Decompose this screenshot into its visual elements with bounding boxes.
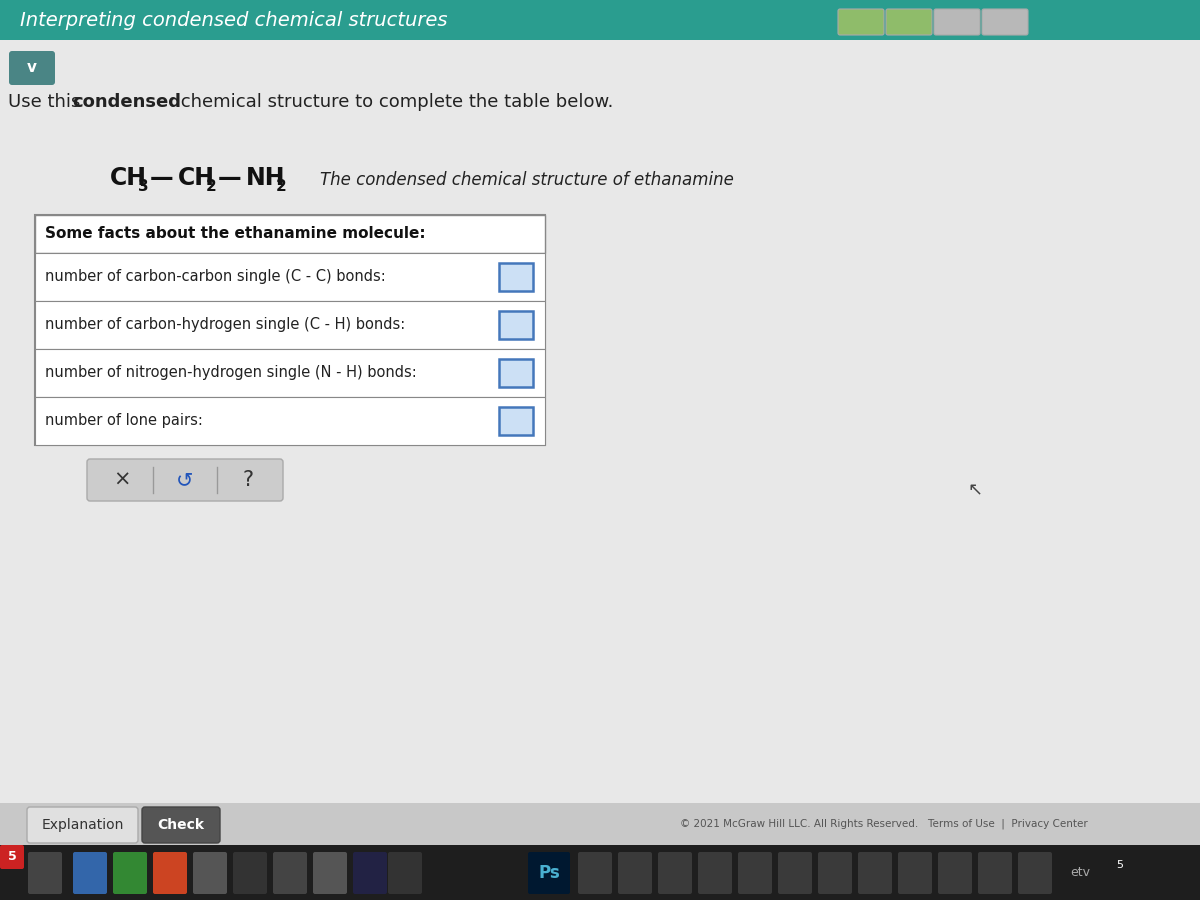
Text: 2: 2 bbox=[206, 179, 217, 194]
FancyBboxPatch shape bbox=[1018, 852, 1052, 894]
Text: ↖: ↖ bbox=[967, 481, 983, 499]
FancyBboxPatch shape bbox=[499, 359, 533, 387]
FancyBboxPatch shape bbox=[499, 311, 533, 339]
FancyBboxPatch shape bbox=[578, 852, 612, 894]
Text: v: v bbox=[28, 60, 37, 76]
FancyBboxPatch shape bbox=[113, 852, 148, 894]
FancyBboxPatch shape bbox=[499, 263, 533, 291]
Text: Use this: Use this bbox=[8, 93, 86, 111]
FancyBboxPatch shape bbox=[978, 852, 1012, 894]
FancyBboxPatch shape bbox=[838, 9, 884, 35]
FancyBboxPatch shape bbox=[818, 852, 852, 894]
Text: chemical structure to complete the table below.: chemical structure to complete the table… bbox=[175, 93, 613, 111]
Text: Ps: Ps bbox=[538, 864, 560, 882]
Text: Check: Check bbox=[157, 818, 204, 832]
Bar bbox=[35, 215, 545, 445]
FancyBboxPatch shape bbox=[738, 852, 772, 894]
Text: number of nitrogen-hydrogen single (N - H) bonds:: number of nitrogen-hydrogen single (N - … bbox=[46, 365, 416, 381]
Text: ?: ? bbox=[242, 470, 254, 490]
Bar bbox=[0, 803, 1200, 845]
Text: condensed: condensed bbox=[72, 93, 181, 111]
Text: 5: 5 bbox=[1116, 860, 1123, 869]
FancyBboxPatch shape bbox=[353, 852, 386, 894]
FancyBboxPatch shape bbox=[142, 807, 220, 843]
Text: CH: CH bbox=[178, 166, 215, 190]
FancyBboxPatch shape bbox=[28, 852, 62, 894]
FancyBboxPatch shape bbox=[658, 852, 692, 894]
Bar bbox=[0, 845, 1200, 900]
Text: 5: 5 bbox=[7, 850, 17, 863]
Text: —: — bbox=[150, 166, 174, 190]
FancyBboxPatch shape bbox=[154, 852, 187, 894]
FancyBboxPatch shape bbox=[886, 9, 932, 35]
FancyBboxPatch shape bbox=[698, 852, 732, 894]
Text: Explanation: Explanation bbox=[41, 818, 124, 832]
FancyBboxPatch shape bbox=[898, 852, 932, 894]
FancyBboxPatch shape bbox=[274, 852, 307, 894]
Text: CH: CH bbox=[110, 166, 148, 190]
Text: number of carbon-hydrogen single (C - H) bonds:: number of carbon-hydrogen single (C - H)… bbox=[46, 318, 406, 332]
FancyBboxPatch shape bbox=[618, 852, 652, 894]
Text: NH: NH bbox=[246, 166, 286, 190]
Text: —: — bbox=[218, 166, 241, 190]
Text: number of lone pairs:: number of lone pairs: bbox=[46, 413, 203, 428]
Bar bbox=[35, 397, 545, 445]
FancyBboxPatch shape bbox=[10, 51, 55, 85]
FancyBboxPatch shape bbox=[313, 852, 347, 894]
FancyBboxPatch shape bbox=[528, 852, 570, 894]
FancyBboxPatch shape bbox=[858, 852, 892, 894]
FancyBboxPatch shape bbox=[499, 407, 533, 435]
Bar bbox=[35, 253, 545, 301]
FancyBboxPatch shape bbox=[388, 852, 422, 894]
Bar bbox=[0, 40, 1200, 803]
Text: Some facts about the ethanamine molecule:: Some facts about the ethanamine molecule… bbox=[46, 227, 426, 241]
Text: ×: × bbox=[113, 470, 131, 490]
Bar bbox=[35, 215, 545, 253]
FancyBboxPatch shape bbox=[0, 845, 24, 869]
FancyBboxPatch shape bbox=[193, 852, 227, 894]
FancyBboxPatch shape bbox=[73, 852, 107, 894]
Text: The condensed chemical structure of ethanamine: The condensed chemical structure of etha… bbox=[320, 171, 734, 189]
Text: etv: etv bbox=[1070, 866, 1090, 879]
FancyBboxPatch shape bbox=[934, 9, 980, 35]
Bar bbox=[35, 301, 545, 349]
Bar bbox=[35, 349, 545, 397]
Text: Interpreting condensed chemical structures: Interpreting condensed chemical structur… bbox=[20, 11, 448, 30]
Text: 3: 3 bbox=[138, 179, 149, 194]
FancyBboxPatch shape bbox=[233, 852, 266, 894]
FancyBboxPatch shape bbox=[28, 807, 138, 843]
FancyBboxPatch shape bbox=[938, 852, 972, 894]
Text: number of carbon-carbon single (C - C) bonds:: number of carbon-carbon single (C - C) b… bbox=[46, 269, 385, 284]
Text: 2: 2 bbox=[276, 179, 287, 194]
FancyBboxPatch shape bbox=[982, 9, 1028, 35]
FancyBboxPatch shape bbox=[778, 852, 812, 894]
Text: © 2021 McGraw Hill LLC. All Rights Reserved.   Terms of Use  |  Privacy Center: © 2021 McGraw Hill LLC. All Rights Reser… bbox=[680, 819, 1087, 829]
Bar bbox=[0, 0, 1200, 40]
FancyBboxPatch shape bbox=[88, 459, 283, 501]
Text: ↺: ↺ bbox=[176, 470, 193, 490]
